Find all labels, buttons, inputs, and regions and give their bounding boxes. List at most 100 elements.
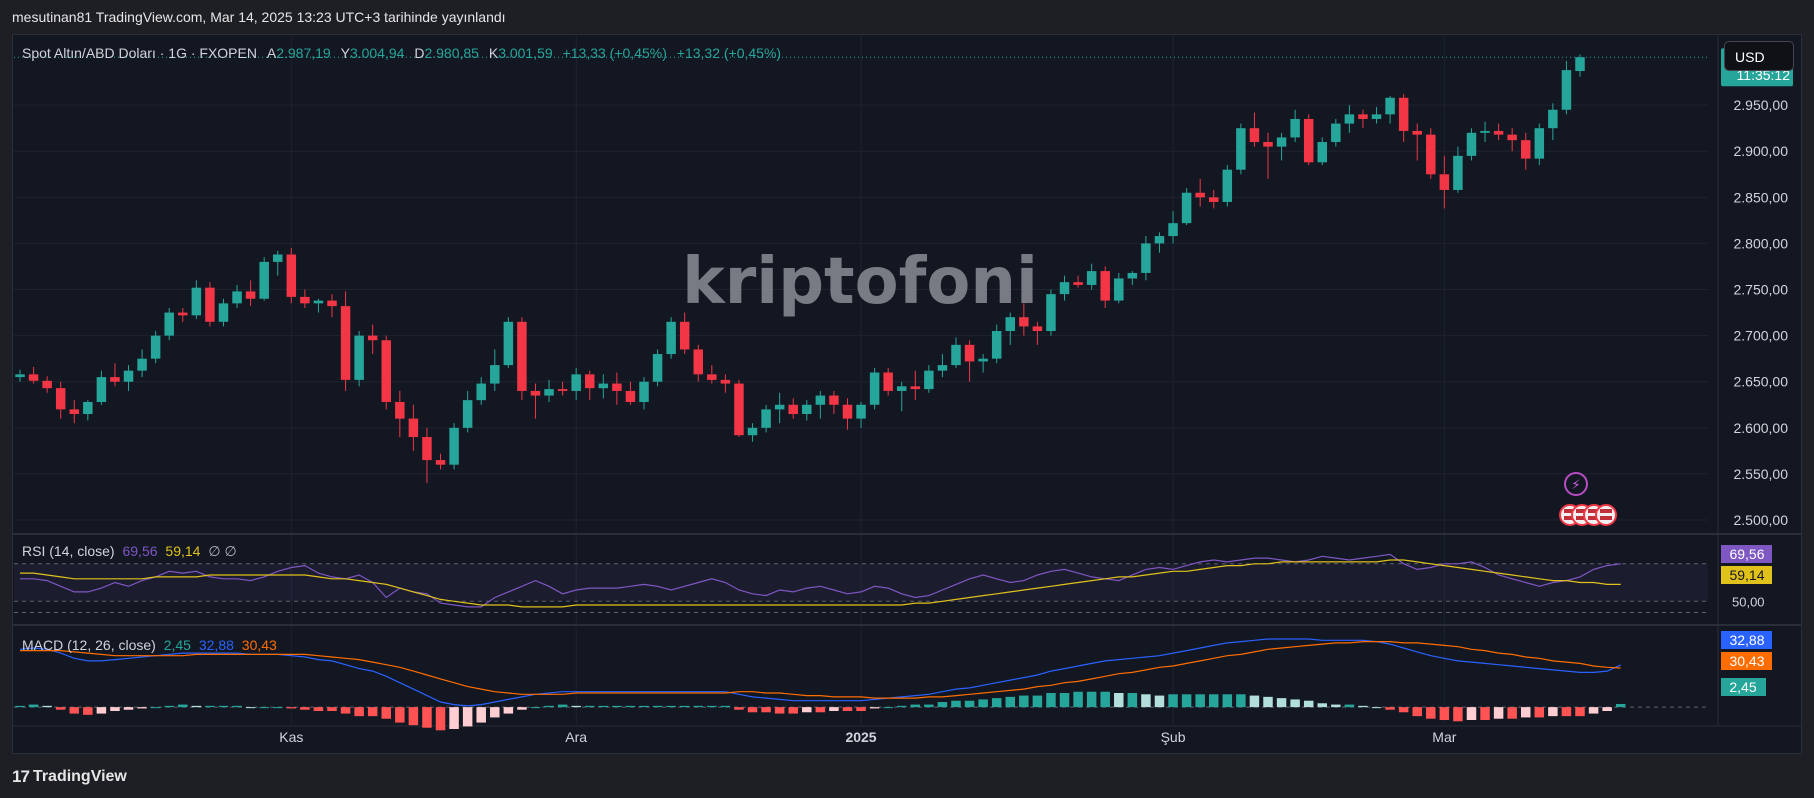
macd-histogram-bar: [1480, 707, 1490, 720]
rsi-ma-badge: [1721, 566, 1772, 584]
us-flag-stripe-icon: [1600, 516, 1612, 520]
candle-body: [1371, 114, 1382, 119]
macd-histogram-bar: [1398, 707, 1409, 713]
macd-histogram-bar: [842, 707, 853, 711]
candle-body: [1263, 142, 1273, 147]
rsi-value-badge: [1721, 545, 1772, 563]
macd-histogram-bar: [1276, 698, 1287, 708]
us-flag-stripe-icon: [1564, 509, 1576, 513]
candle-body: [1520, 140, 1531, 159]
candle-body: [15, 374, 25, 378]
macd-histogram-bar: [490, 707, 500, 718]
candle-body: [1331, 123, 1341, 143]
price-tick-label: 2.600,00: [1734, 420, 1789, 436]
price-tick-label: 2.800,00: [1734, 235, 1789, 251]
candle-body: [96, 377, 107, 403]
macd-histogram-bar: [1358, 705, 1368, 708]
candle-body: [910, 386, 921, 390]
candle-body: [1466, 132, 1477, 156]
price-badge-countdown: 11:35:12: [1737, 67, 1791, 83]
candle-body: [1317, 142, 1328, 163]
us-flag-stripe-icon: [1600, 509, 1612, 513]
macd-label[interactable]: MACD (12, 26, close): [22, 637, 156, 653]
macd-value-badge-text: 32,88: [1729, 632, 1764, 648]
candle-body: [612, 383, 622, 391]
macd-histogram-bar: [761, 707, 771, 713]
macd-histogram-bar: [42, 705, 52, 708]
rsi-label[interactable]: RSI (14, close): [22, 543, 115, 559]
macd-histogram-bar: [1019, 695, 1029, 708]
candle-body: [774, 404, 785, 410]
macd-hist-legend-value: 2,45: [163, 637, 191, 653]
macd-histogram-bar: [883, 707, 893, 709]
candle-body: [1032, 326, 1043, 332]
macd-histogram-bar: [354, 707, 364, 717]
macd-histogram-bar: [191, 705, 202, 708]
candle-body: [1412, 130, 1422, 135]
symbol-title[interactable]: Spot Altın/ABD Doları · 1G · FXOPEN: [22, 45, 257, 61]
candle-body: [381, 340, 392, 403]
macd-histogram-bar: [55, 707, 66, 710]
candle-body: [1168, 223, 1178, 237]
candle-body: [1222, 169, 1233, 202]
macd-histogram-bar: [28, 704, 39, 708]
macd-histogram-bar: [1412, 707, 1422, 717]
candle-body: [652, 354, 663, 382]
candle-body: [476, 383, 486, 401]
candle-body: [1208, 197, 1219, 202]
currency-button[interactable]: USD: [1724, 41, 1794, 71]
candle-body: [367, 335, 378, 341]
published-header: mesutinan81 TradingView.com, Mar 14, 202…: [12, 9, 506, 25]
close-value: 3.001,59: [498, 45, 553, 61]
candle-body: [1358, 114, 1368, 119]
watermark-text: kriptofoni: [682, 245, 1038, 319]
candle-body: [123, 370, 134, 382]
macd-histogram-bar: [313, 707, 324, 711]
macd-histogram-bar: [1534, 707, 1545, 718]
macd-histogram-bar: [679, 705, 690, 708]
candle-body: [802, 404, 812, 414]
candle-body: [584, 374, 595, 389]
candle-body: [896, 386, 907, 391]
candle-body: [1439, 174, 1450, 190]
macd-histogram-bar: [991, 698, 1002, 708]
macd-histogram-bar: [544, 705, 554, 708]
macd-histogram-bar: [910, 704, 921, 708]
macd-value-badge: [1721, 631, 1772, 649]
candle-body: [598, 383, 609, 389]
chart-frame[interactable]: [12, 34, 1802, 754]
macd-histogram-bar: [83, 707, 93, 715]
macd-histogram-bar: [584, 705, 595, 708]
rsi-legend: RSI (14, close) 69,56 59,14 ∅ ∅: [22, 543, 237, 560]
macd-histogram-bar: [1426, 707, 1436, 719]
candle-body: [110, 377, 120, 382]
footer-brand[interactable]: 17 TradingView: [12, 767, 127, 787]
macd-histogram-bar: [327, 707, 337, 711]
candle-body: [1534, 128, 1545, 159]
macd-histogram-bar: [1453, 707, 1463, 722]
price-tick-label: 2.550,00: [1734, 466, 1789, 482]
signal-line: [20, 641, 1621, 699]
candle-body: [842, 404, 853, 419]
lightning-event-icon: [1564, 472, 1588, 496]
time-tick-label: Ara: [565, 729, 587, 745]
candle-body: [1276, 137, 1287, 147]
candle-body: [544, 389, 554, 396]
us-flag-stripe-icon: [1588, 509, 1600, 513]
candle-body: [395, 402, 405, 419]
macd-histogram-bar: [1575, 707, 1585, 717]
macd-line: [19, 638, 1621, 707]
macd-histogram-bar: [1263, 696, 1273, 708]
macd-histogram-bar: [1385, 707, 1395, 710]
macd-histogram-bar: [150, 707, 161, 709]
macd-histogram-bar: [123, 707, 134, 710]
candle-body: [883, 372, 893, 391]
lightning-glyph-icon: ⚡: [1571, 477, 1580, 492]
candle-body: [191, 287, 202, 316]
rsi-ma-legend-value: 59,14: [165, 543, 201, 559]
footer-brand-text: TradingView: [32, 768, 127, 785]
macd-histogram-bar: [1236, 694, 1246, 708]
high-value: 3.004,94: [349, 45, 405, 61]
us-flag-stripe-icon: [1576, 516, 1588, 520]
